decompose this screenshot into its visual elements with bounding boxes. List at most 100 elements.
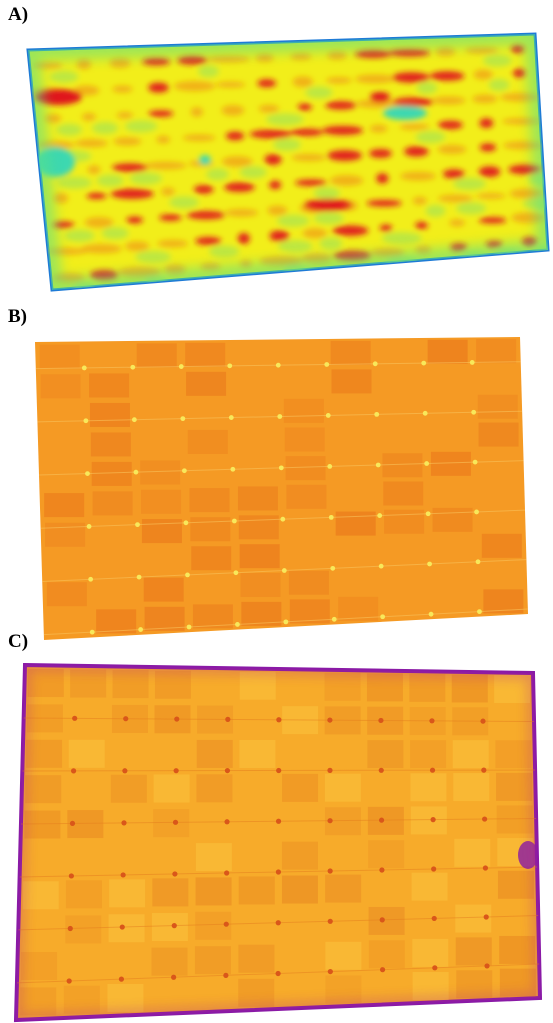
cell-shade — [136, 343, 177, 368]
junction-dot — [330, 565, 336, 571]
junction-dot — [428, 611, 434, 617]
junction-dot — [324, 362, 330, 367]
cell-shade — [409, 707, 446, 736]
junction-dot — [68, 873, 74, 879]
cell-shade — [154, 705, 191, 734]
hotspot — [400, 171, 437, 181]
hotspot — [118, 267, 162, 278]
hotspot — [302, 228, 328, 239]
hotspot — [52, 273, 86, 283]
busbar-line — [42, 559, 527, 582]
hotspot — [479, 118, 494, 128]
cell-shade — [152, 878, 189, 907]
hotspot — [142, 58, 171, 66]
hotspot — [485, 241, 503, 248]
hotspot — [257, 79, 277, 88]
panel-a-base — [26, 32, 550, 292]
hotspot — [173, 81, 216, 92]
cell-shade — [112, 670, 149, 699]
junction-dot — [231, 518, 237, 524]
hotspot — [259, 256, 304, 267]
hotspot — [511, 212, 546, 224]
junction-dot — [186, 624, 192, 630]
hotspot — [237, 232, 250, 244]
cell-shade — [367, 740, 404, 769]
cell-shade — [185, 342, 226, 367]
hotspot — [473, 69, 493, 80]
hotspot — [478, 166, 501, 178]
junction-dot — [421, 360, 427, 366]
cell-shade — [497, 870, 534, 899]
cool-patch — [305, 86, 333, 99]
cell-shade — [427, 339, 468, 364]
junction-dot — [173, 768, 179, 774]
cell-shade — [195, 877, 232, 906]
hotspot — [437, 144, 467, 154]
junction-dot — [233, 570, 239, 576]
junction-dot — [475, 559, 481, 565]
cool-patch — [416, 81, 438, 94]
cool-patch — [276, 214, 310, 227]
cell-shade — [324, 807, 361, 836]
cool-patch — [239, 166, 267, 179]
hotspot — [164, 264, 186, 275]
hotspot — [264, 154, 282, 165]
junction-dot — [328, 514, 334, 520]
cool-patch — [273, 138, 301, 151]
hotspot — [76, 58, 92, 70]
cool-patch — [135, 250, 172, 263]
cool-patch — [277, 240, 313, 253]
busbar-line — [39, 460, 524, 476]
hotspot — [110, 188, 154, 199]
junction-dot — [86, 524, 92, 529]
junction-dot — [123, 716, 129, 722]
cool-patch — [35, 147, 75, 177]
busbar-line — [37, 410, 523, 423]
hotspot — [224, 182, 255, 192]
junction-dot — [131, 417, 137, 423]
hotspot — [255, 53, 274, 62]
hotspot — [392, 72, 430, 83]
cell-shade — [499, 968, 536, 997]
junction-dot — [422, 410, 428, 416]
cell-shade — [143, 577, 184, 602]
junction-dot — [372, 361, 378, 367]
junction-dot — [380, 614, 386, 620]
cell-shade — [91, 461, 132, 486]
cell-shade — [324, 672, 361, 701]
cell-highlight — [239, 739, 276, 768]
hotspot — [81, 244, 123, 254]
hotspot — [186, 211, 226, 220]
hotspot — [112, 85, 133, 93]
cool-patch — [206, 168, 229, 181]
hotspot — [193, 185, 214, 194]
hotspot — [449, 219, 466, 227]
junction-dot — [181, 468, 187, 474]
cell-shade — [24, 810, 61, 839]
cell-shade — [192, 604, 233, 629]
cell-shade — [338, 596, 379, 621]
cell-shade — [409, 673, 446, 702]
hotspot — [148, 110, 174, 117]
cell-shade — [455, 937, 492, 966]
cool-patch — [124, 120, 158, 133]
cool-patch — [456, 202, 487, 215]
junction-dot — [481, 767, 487, 773]
cell-shade — [195, 911, 232, 940]
hotspot — [442, 169, 465, 179]
cell-shade — [67, 810, 104, 839]
junction-dot — [276, 767, 282, 774]
junction-dot — [379, 917, 385, 923]
cell-highlight — [411, 872, 448, 901]
cool-patch — [52, 150, 92, 163]
cell-shade — [325, 975, 362, 1004]
panel-b-cells — [35, 339, 528, 636]
cell-shade — [110, 774, 147, 803]
hotspot — [292, 76, 314, 88]
hotspot — [116, 111, 134, 119]
cool-patch — [488, 78, 510, 91]
cell-shade — [194, 946, 231, 975]
cool-patch — [266, 113, 304, 126]
hotspot — [476, 192, 506, 200]
